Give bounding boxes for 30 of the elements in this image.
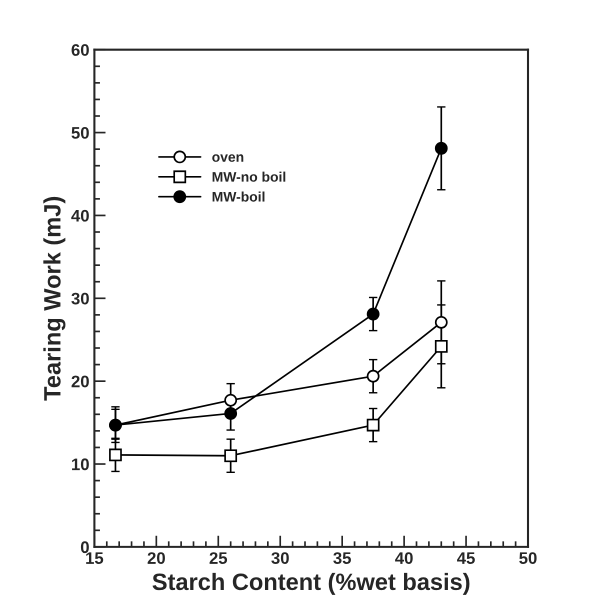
legend-label: MW-no boil	[212, 172, 286, 182]
point	[224, 449, 238, 462]
legend-label: MW-boil	[212, 191, 264, 202]
x-tick-label: 35	[333, 552, 351, 564]
y-axis-title: Tearing Work (mJ)	[43, 196, 66, 401]
x-tick-label: 15	[86, 552, 104, 564]
legend-label: oven	[212, 154, 244, 162]
point	[366, 418, 380, 432]
y-tick-label: 60	[72, 44, 89, 56]
x-tick-label: 50	[519, 552, 537, 564]
point	[366, 308, 380, 320]
x-axis-title: Starch Content (%wet basis)	[152, 572, 470, 595]
y-tick-label: 10	[72, 458, 89, 470]
x-tick-label: 25	[210, 552, 228, 564]
point	[109, 448, 122, 462]
x-tick-label: 30	[271, 552, 289, 564]
x-tick-label: 45	[457, 552, 475, 564]
point	[224, 394, 238, 407]
y-tick-label: 0	[80, 541, 89, 554]
x-tick-label: 40	[395, 552, 413, 564]
point	[224, 407, 238, 420]
point	[434, 142, 448, 155]
y-tick-label: 20	[72, 376, 89, 388]
point	[434, 316, 448, 329]
y-tick-label: 50	[72, 126, 89, 139]
x-tick-label: 20	[148, 552, 165, 564]
y-tick-label: 30	[71, 292, 89, 305]
point	[366, 370, 380, 383]
point	[434, 340, 448, 353]
y-tick-label: 40	[71, 210, 89, 222]
